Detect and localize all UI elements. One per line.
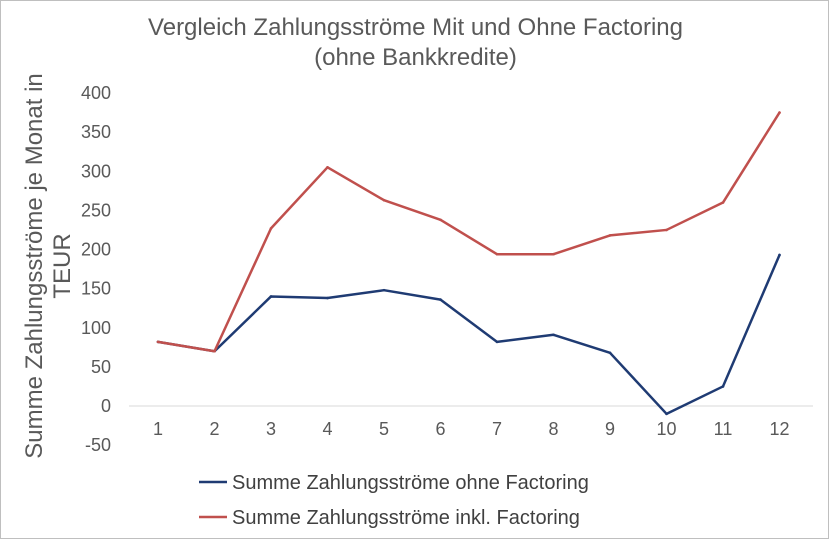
series-1-point	[665, 412, 668, 416]
series-1-point	[269, 295, 273, 298]
y-tick-label: 50	[91, 357, 111, 377]
y-tick-label: 250	[81, 200, 111, 220]
series-2-point	[552, 252, 555, 256]
x-tick-label: 4	[322, 419, 332, 439]
x-tick-label: 6	[435, 419, 445, 439]
x-tick-label: 2	[209, 419, 219, 439]
series-1-point	[552, 333, 555, 337]
y-tick-label: 400	[81, 83, 111, 103]
series-2-point	[495, 252, 499, 256]
series-2-point	[156, 340, 160, 344]
series-2-point	[439, 218, 442, 222]
x-tick-label: 9	[605, 419, 615, 439]
series-line-1	[156, 253, 781, 416]
x-tick-label: 8	[548, 419, 558, 439]
x-tick-label: 10	[656, 419, 676, 439]
series-2-point	[382, 198, 386, 202]
series-2-point	[213, 349, 216, 353]
x-tick-label: 7	[492, 419, 502, 439]
series-1-point	[382, 288, 386, 292]
series-2-point	[665, 228, 668, 232]
y-tick-label: 300	[81, 161, 111, 181]
x-tick-label: 5	[379, 419, 389, 439]
y-axis-label-line-2: TEUR	[49, 233, 76, 298]
series-2-point	[326, 166, 329, 169]
series-1-point	[439, 298, 442, 301]
series-2-point	[608, 234, 612, 237]
y-tick-label: 150	[81, 279, 111, 299]
legend: Summe Zahlungsströme ohne Factoring Summe…	[199, 472, 589, 529]
series-1-point	[608, 351, 612, 355]
x-tick-label: 11	[714, 419, 733, 439]
series-1-point	[495, 340, 499, 344]
chart-subtitle: (ohne Bankkredite)	[314, 44, 517, 71]
y-tick-label: 0	[101, 396, 111, 416]
series-1-point	[326, 296, 329, 300]
x-tick-label: 3	[266, 419, 276, 439]
chart-title: Vergleich Zahlungsströme Mit und Ohne Fa…	[148, 14, 683, 41]
series-1-point	[778, 253, 781, 257]
series-2-point	[269, 227, 273, 230]
x-tick-label: 12	[769, 419, 789, 439]
series-1-point	[721, 385, 725, 388]
y-tick-label: 200	[81, 240, 111, 260]
series-2-point	[778, 111, 781, 114]
series-2-point	[721, 201, 725, 204]
y-axis-label-line-1: Summe Zahlungsströme je Monat in	[21, 73, 48, 459]
y-tick-label: 100	[81, 318, 111, 338]
legend-label-2: Summe Zahlungsströme inkl. Factoring	[232, 507, 580, 529]
legend-label-1: Summe Zahlungsströme ohne Factoring	[232, 472, 589, 494]
y-tick-label: 350	[81, 122, 111, 142]
series-line-2	[156, 111, 781, 353]
y-tick-label: -50	[85, 435, 111, 455]
x-tick-label: 1	[153, 419, 163, 439]
